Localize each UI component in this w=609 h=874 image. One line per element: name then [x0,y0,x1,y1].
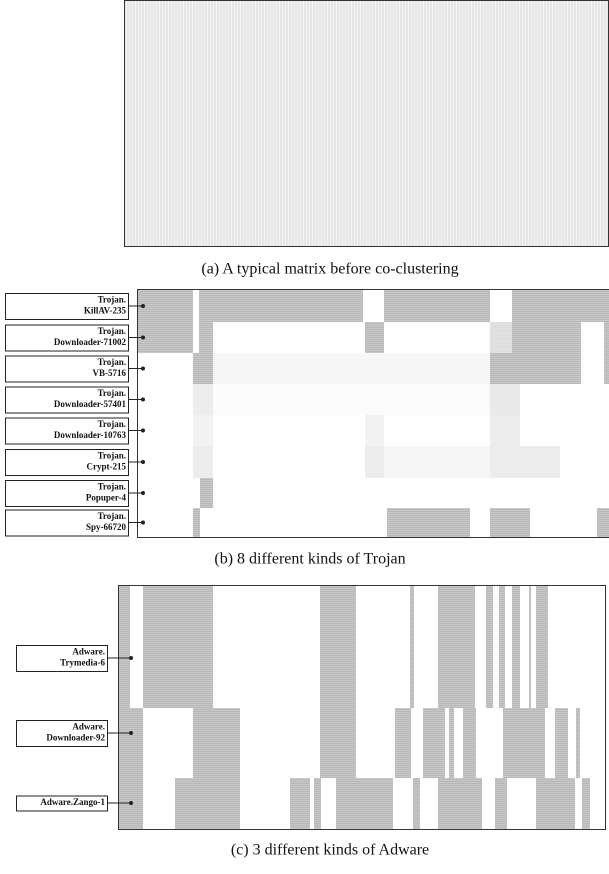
matrix-block [384,290,490,322]
matrix-block [597,508,609,537]
label-text: Trojan. [98,326,126,336]
matrix-block [423,708,445,778]
matrix-block [536,586,548,708]
matrix-block [490,353,581,384]
matrix-block [320,708,356,778]
matrix-block [490,508,530,537]
label-text: Spy-66720 [86,522,127,532]
matrix-block [576,708,580,778]
matrix-a [125,1,609,247]
leader-dot [141,521,145,525]
matrix-block [137,322,193,353]
matrix-block [604,322,609,353]
matrix-block [536,778,575,829]
label-text: Trymedia-6 [60,658,105,668]
label-text: Trojan. [98,388,126,398]
label-text: Popuper-4 [86,493,127,503]
label-text: Adware.Zango-1 [40,797,105,807]
matrix-block [529,586,531,708]
label-text: KillAV-235 [84,306,127,316]
matrix-block [143,586,213,708]
label-text: Trojan. [98,511,126,521]
label-text: Trojan. [98,482,126,492]
label-text: Trojan. [98,295,126,305]
leader-dot [129,656,133,660]
matrix-block [314,778,321,829]
matrix-block [512,290,609,322]
label-text: Adware. [72,647,105,657]
matrix-block [604,353,609,384]
label-text: Trojan. [98,419,126,429]
leader-dot [141,367,145,371]
matrix-block [213,384,490,415]
matrix-block [118,586,130,708]
leader-dot [129,801,133,805]
matrix-block [365,415,384,446]
matrix-block [395,708,411,778]
matrix-block [193,384,213,415]
matrix-block [320,586,356,708]
leader-dot [141,304,145,308]
matrix-block [365,446,384,478]
matrix-block [438,586,475,708]
matrix-block [336,778,393,829]
matrix-block [193,446,213,478]
matrix-block [463,708,476,778]
caption: (a) A typical matrix before co-clusterin… [201,261,458,278]
caption: (b) 8 different kinds of Trojan [214,551,405,568]
matrix-block [290,778,310,829]
matrix-block [490,384,520,415]
label-text: Trojan. [98,357,126,367]
matrix-block [413,778,420,829]
matrix-block [490,446,560,478]
matrix-block [410,586,414,708]
leader-dot [129,731,133,735]
matrix-block [582,778,590,829]
leader-dot [141,460,145,464]
matrix-block [199,322,213,353]
matrix-block [438,778,482,829]
matrix-block [193,508,200,537]
label-text: Downloader-92 [46,733,105,743]
matrix-block [193,415,213,446]
label-text: Downloader-10763 [54,430,127,440]
matrix-block [490,322,512,353]
matrix-block [387,508,470,537]
label-text: VB-5716 [93,368,127,378]
matrix-block [193,708,240,778]
matrix-block [118,708,143,778]
matrix-block [512,322,581,353]
leader-dot [141,336,145,340]
label-text: Downloader-57401 [54,399,127,409]
matrix-block [449,708,454,778]
matrix-block [200,478,213,508]
matrix-block [365,322,384,353]
matrix-block [490,415,520,446]
matrix-block [137,290,193,322]
caption: (c) 3 different kinds of Adware [231,842,429,859]
label-text: Trojan. [98,451,126,461]
matrix-block [175,778,240,829]
matrix-block [213,353,490,384]
matrix-block [486,586,493,708]
label-text: Downloader-71002 [54,337,127,347]
matrix-block [503,708,545,778]
leader-dot [141,429,145,433]
matrix-block [384,446,490,478]
leader-dot [141,398,145,402]
matrix-block [555,708,568,778]
matrix-block [193,353,213,384]
matrix-block [512,586,520,708]
label-text: Crypt-215 [87,462,127,472]
label-text: Adware. [72,722,105,732]
matrix-block [199,290,363,322]
matrix-block [495,778,507,829]
leader-dot [141,491,145,495]
matrix-block [499,586,505,708]
